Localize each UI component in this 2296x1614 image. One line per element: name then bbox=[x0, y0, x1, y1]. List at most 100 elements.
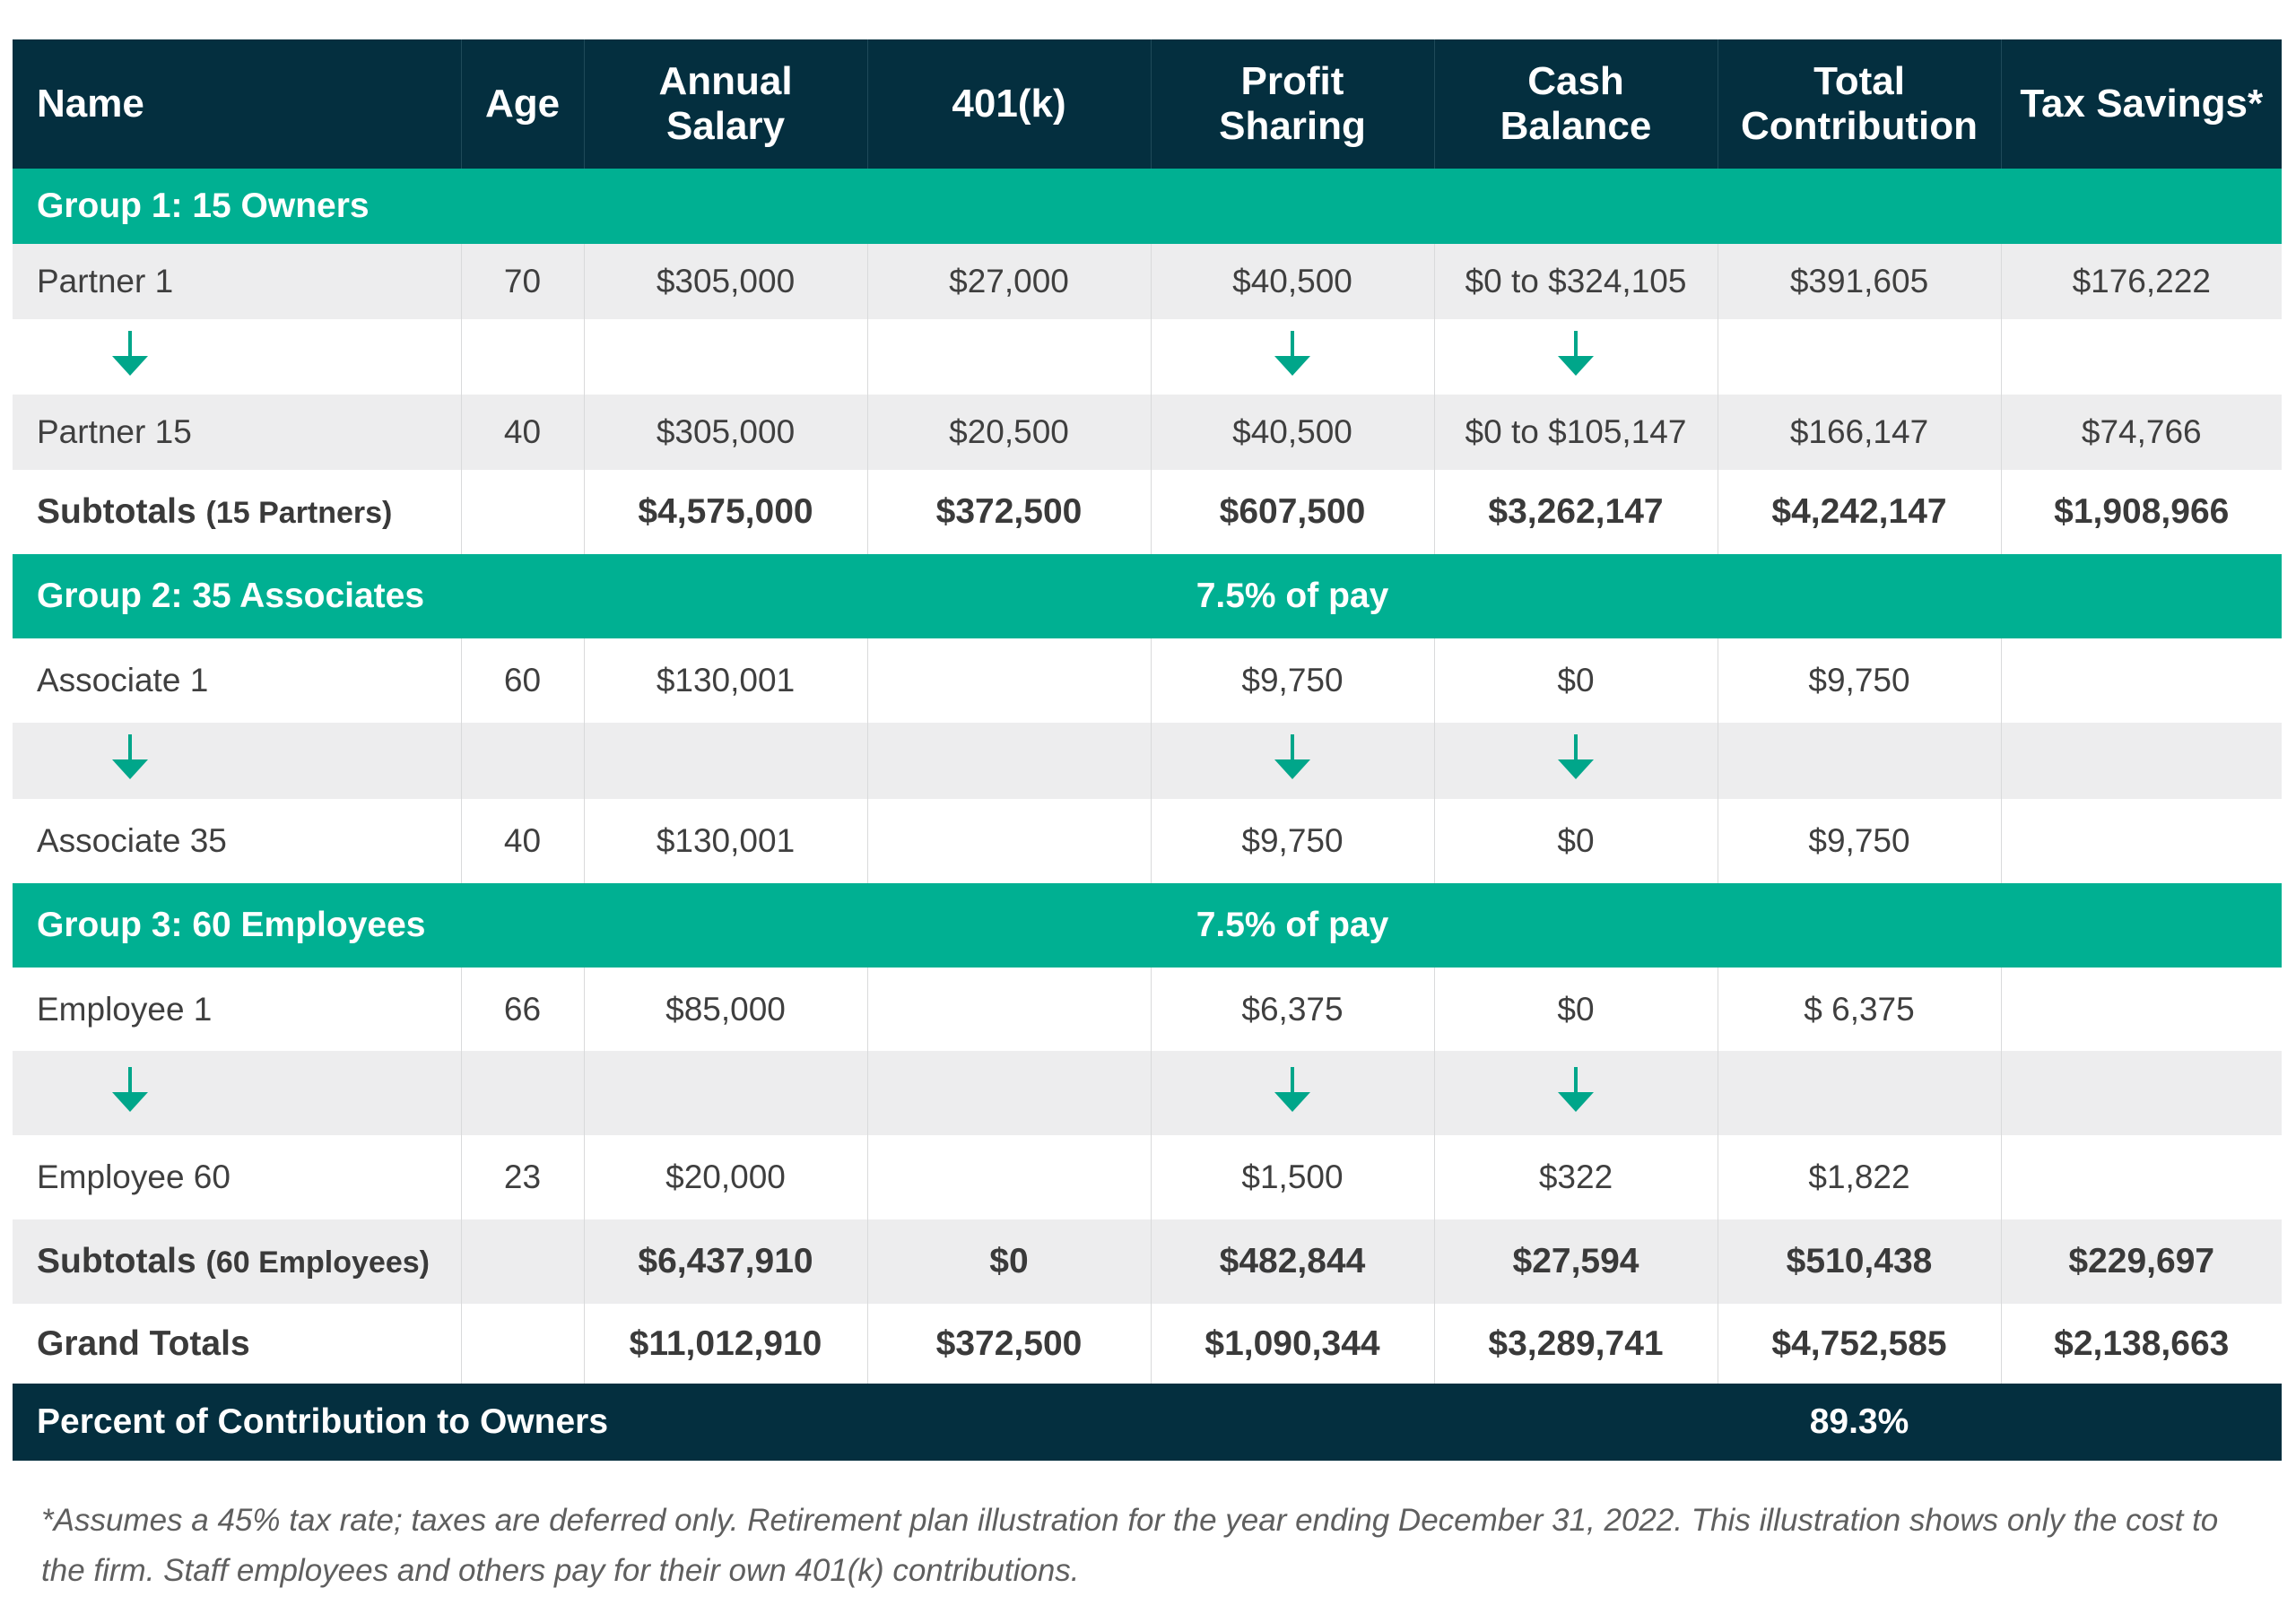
arrow-down-icon bbox=[1273, 733, 1312, 789]
arrow-cell bbox=[1151, 723, 1435, 799]
cell-401k bbox=[867, 799, 1152, 883]
table-row: Employee 60 23 $20,000 $1,500 $322 $1,82… bbox=[13, 1135, 2282, 1219]
cell-profit-sharing: $40,500 bbox=[1151, 244, 1435, 319]
percent-to-owners-row: Percent of Contribution to Owners 89.3% bbox=[13, 1384, 2282, 1461]
cell-401k: $372,500 bbox=[867, 1304, 1152, 1384]
cell-cash-balance: $27,594 bbox=[1434, 1219, 1718, 1304]
arrow-down-icon bbox=[1556, 733, 1596, 789]
col-name-header: Name bbox=[13, 39, 462, 169]
arrow-down-icon bbox=[1273, 329, 1312, 386]
subtotal-row-partners: Subtotals (15 Partners) $4,575,000 $372,… bbox=[13, 470, 2282, 554]
contribution-table-container: Name Age Annual Salary 401(k) Profit Sha… bbox=[13, 39, 2282, 1461]
arrow-down-icon bbox=[110, 329, 150, 386]
cell-profit-sharing: $607,500 bbox=[1151, 470, 1435, 554]
arrow-cell bbox=[1151, 1051, 1435, 1135]
cell-salary: $11,012,910 bbox=[584, 1304, 868, 1384]
cell-name: Employee 1 bbox=[13, 968, 462, 1051]
cell-name: Associate 1 bbox=[13, 638, 462, 723]
group-2-rate: 7.5% of pay bbox=[1151, 554, 1434, 638]
cell-salary: $305,000 bbox=[584, 244, 868, 319]
arrow-cell bbox=[13, 723, 462, 799]
cell-age: 23 bbox=[461, 1135, 585, 1219]
col-profit-sharing-text: Profit Sharing bbox=[1219, 58, 1366, 148]
subtotal-label: Subtotals bbox=[37, 1242, 196, 1280]
cell-total: $9,750 bbox=[1718, 799, 2002, 883]
cell-tax-savings bbox=[2001, 638, 2282, 723]
cell-tax-savings: $176,222 bbox=[2001, 244, 2282, 319]
col-age-header: Age bbox=[461, 39, 585, 169]
cell-cash-balance: $0 bbox=[1434, 799, 1718, 883]
cell-tax-savings: $74,766 bbox=[2001, 395, 2282, 470]
col-total-header: Total Contribution bbox=[1718, 39, 2002, 169]
group-1-header-row: Group 1: 15 Owners bbox=[13, 169, 2282, 244]
cell-tax-savings bbox=[2001, 1135, 2282, 1219]
table-row: Partner 15 40 $305,000 $20,500 $40,500 $… bbox=[13, 395, 2282, 470]
cell-age: 40 bbox=[461, 395, 585, 470]
cell-salary: $305,000 bbox=[584, 395, 868, 470]
cell-tax-savings: $2,138,663 bbox=[2001, 1304, 2282, 1384]
col-cash-balance-text: Cash Balance bbox=[1500, 58, 1652, 148]
cell-salary: $20,000 bbox=[584, 1135, 868, 1219]
cell-profit-sharing: $40,500 bbox=[1151, 395, 1435, 470]
cell-401k: $27,000 bbox=[867, 244, 1152, 319]
cell-name: Associate 35 bbox=[13, 799, 462, 883]
arrow-cell bbox=[1434, 319, 1718, 395]
contribution-table: Name Age Annual Salary 401(k) Profit Sha… bbox=[13, 39, 2282, 1461]
arrow-down-icon bbox=[1556, 1065, 1596, 1122]
cell-age: 70 bbox=[461, 244, 585, 319]
cell-cash-balance: $0 bbox=[1434, 638, 1718, 723]
subtotal-row-employees: Subtotals (60 Employees) $6,437,910 $0 $… bbox=[13, 1219, 2282, 1304]
cell-total: $4,752,585 bbox=[1718, 1304, 2002, 1384]
cell-profit-sharing: $482,844 bbox=[1151, 1219, 1435, 1304]
arrow-cell bbox=[13, 1051, 462, 1135]
arrow-cell bbox=[1151, 319, 1435, 395]
footnote: *Assumes a 45% tax rate; taxes are defer… bbox=[41, 1503, 2219, 1588]
cell-age bbox=[461, 1219, 585, 1304]
cell-401k bbox=[867, 1135, 1152, 1219]
table-row: Associate 35 40 $130,001 $9,750 $0 $9,75… bbox=[13, 799, 2282, 883]
cell-total: $166,147 bbox=[1718, 395, 2002, 470]
group-2-header-row: Group 2: 35 Associates 7.5% of pay bbox=[13, 554, 2282, 638]
cell-tax-savings bbox=[2001, 799, 2282, 883]
col-tax-savings-header: Tax Savings* bbox=[2001, 39, 2282, 169]
cell-cash-balance: $0 to $324,105 bbox=[1434, 244, 1718, 319]
cell-cash-balance: $3,289,741 bbox=[1434, 1304, 1718, 1384]
cell-profit-sharing: $1,090,344 bbox=[1151, 1304, 1435, 1384]
arrow-cell bbox=[1434, 1051, 1718, 1135]
cell-total: $391,605 bbox=[1718, 244, 2002, 319]
arrow-row bbox=[13, 723, 2282, 799]
arrow-down-icon bbox=[1273, 1065, 1312, 1122]
subtotal-label-cell: Subtotals (15 Partners) bbox=[13, 470, 462, 554]
cell-salary: $130,001 bbox=[584, 799, 868, 883]
table-row: Employee 1 66 $85,000 $6,375 $0 $ 6,375 bbox=[13, 968, 2282, 1051]
cell-age: 60 bbox=[461, 638, 585, 723]
arrow-down-icon bbox=[110, 733, 150, 789]
subtotal-note: (15 Partners) bbox=[205, 496, 393, 530]
cell-profit-sharing: $9,750 bbox=[1151, 799, 1435, 883]
col-salary-header: Annual Salary bbox=[584, 39, 868, 169]
col-profit-sharing-header: Profit Sharing bbox=[1151, 39, 1435, 169]
cell-name: Partner 15 bbox=[13, 395, 462, 470]
cell-total: $4,242,147 bbox=[1718, 470, 2002, 554]
header-row: Name Age Annual Salary 401(k) Profit Sha… bbox=[13, 39, 2282, 169]
grand-totals-row: Grand Totals $11,012,910 $372,500 $1,090… bbox=[13, 1304, 2282, 1384]
cell-cash-balance: $0 to $105,147 bbox=[1434, 395, 1718, 470]
group-3-label: Group 3: 60 Employees bbox=[13, 883, 1151, 968]
arrow-cell bbox=[1434, 723, 1718, 799]
arrow-cell bbox=[13, 319, 462, 395]
cell-401k: $20,500 bbox=[867, 395, 1152, 470]
cell-age: 66 bbox=[461, 968, 585, 1051]
group-3-header-row: Group 3: 60 Employees 7.5% of pay bbox=[13, 883, 2282, 968]
cell-cash-balance: $0 bbox=[1434, 968, 1718, 1051]
col-401k-header: 401(k) bbox=[867, 39, 1152, 169]
col-total-text: Total Contribution bbox=[1741, 58, 1978, 148]
grand-totals-label: Grand Totals bbox=[13, 1304, 462, 1384]
subtotal-label-cell: Subtotals (60 Employees) bbox=[13, 1219, 462, 1304]
cell-total: $9,750 bbox=[1718, 638, 2002, 723]
percent-to-owners-value: 89.3% bbox=[1718, 1384, 2001, 1461]
group-3-rate: 7.5% of pay bbox=[1151, 883, 1434, 968]
cell-profit-sharing: $6,375 bbox=[1151, 968, 1435, 1051]
arrow-row bbox=[13, 319, 2282, 395]
col-cash-balance-header: Cash Balance bbox=[1434, 39, 1718, 169]
group-2-label: Group 2: 35 Associates bbox=[13, 554, 1151, 638]
